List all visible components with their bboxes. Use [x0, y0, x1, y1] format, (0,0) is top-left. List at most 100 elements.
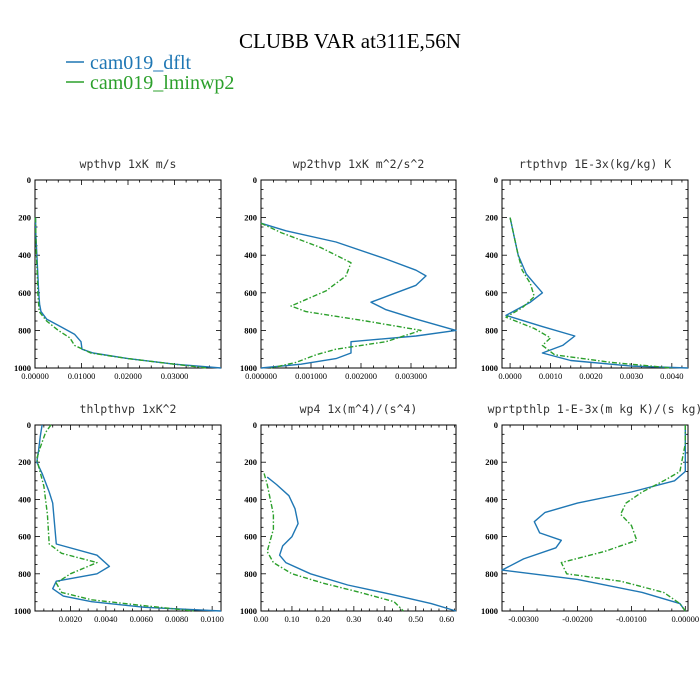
x-tick-label: 0.0020 — [59, 614, 82, 624]
y-tick-label: 400 — [485, 250, 498, 260]
plot-frame — [501, 179, 689, 369]
panel-6: wprtpthlp 1-E-3x(m kg K)/(s kg) 0 200 400 60… — [481, 402, 700, 624]
y-tick-label: 800 — [485, 569, 498, 579]
y-tick-label: 600 — [18, 288, 31, 298]
y-tick-label: 1000 — [240, 606, 257, 616]
panel-title: wprtpthlp 1-E-3x(m kg K)/(s kg) — [488, 402, 700, 416]
series-line-cam019_lminwp2 — [34, 217, 208, 369]
panel-title: thlpthvp 1xK^2 — [80, 402, 177, 416]
y-tick-label: 1000 — [481, 363, 498, 373]
y-tick-label: 0 — [494, 420, 498, 430]
x-tick-label: 0.03000 — [161, 371, 189, 381]
y-tick-label: 600 — [485, 532, 498, 542]
y-tick-label: 0 — [494, 175, 498, 185]
y-tick-label: 800 — [244, 325, 257, 335]
y-tick-label: 1000 — [14, 606, 31, 616]
plot-frame — [260, 179, 457, 369]
x-tick-label: 0.003000 — [395, 371, 427, 381]
x-tick-label: 0.0020 — [579, 371, 602, 381]
y-tick-label: 400 — [485, 494, 498, 504]
series-line-cam019_dflt — [34, 217, 222, 369]
series-line-cam019_lminwp2 — [36, 424, 195, 612]
y-tick-label: 1000 — [240, 363, 257, 373]
x-tick-label: 0.10 — [285, 614, 300, 624]
panel-title: wp4 1x(m^4)/(s^4) — [300, 402, 418, 416]
y-tick-label: 200 — [485, 457, 498, 467]
y-tick-label: 0 — [253, 420, 257, 430]
y-tick-label: 400 — [244, 250, 257, 260]
x-tick-label: 0.60 — [439, 614, 454, 624]
panel-2: wp2thvp 1xK m^2/s^2020040060080010000.00… — [240, 157, 457, 381]
legend-label-lminwp2: cam019_lminwp2 — [90, 72, 234, 94]
x-tick-label: 0.0080 — [165, 614, 188, 624]
y-tick-label: 1000 — [14, 363, 31, 373]
x-tick-label: 0.0100 — [200, 614, 223, 624]
x-tick-label: 0.02000 — [114, 371, 142, 381]
y-tick-label: 400 — [244, 494, 257, 504]
panel-4: thlpthvp 1xK^2 0 200 400 600 800 1000 0.0020 0.0… — [14, 402, 224, 624]
x-tick-label: 0.0010 — [539, 371, 562, 381]
series-line-cam019_dflt — [36, 424, 222, 612]
panel-3: rtpthvp 1E-3x(kg/kg) K020040060080010000… — [481, 157, 689, 381]
x-tick-label: 0.0040 — [94, 614, 117, 624]
y-tick-label: 0 — [253, 175, 257, 185]
series-line-cam019_dflt — [260, 222, 457, 369]
x-tick-label: 0.002000 — [345, 371, 377, 381]
x-tick-label: 0.0000 — [498, 371, 521, 381]
panel-title: wp2thvp 1xK m^2/s^2 — [293, 157, 425, 171]
x-tick-label: 0.00000 — [21, 371, 49, 381]
y-tick-label: 600 — [485, 288, 498, 298]
y-tick-label: 800 — [18, 325, 31, 335]
y-tick-label: 200 — [18, 213, 31, 223]
x-tick-label: 0.00 — [254, 614, 269, 624]
y-tick-label: 800 — [485, 325, 498, 335]
y-tick-label: 600 — [18, 532, 31, 542]
x-tick-label: 0.40 — [377, 614, 392, 624]
plot-frame — [34, 424, 222, 612]
x-tick-label: 0.50 — [408, 614, 423, 624]
plot-frame — [260, 424, 457, 612]
y-tick-label: 600 — [244, 288, 257, 298]
x-tick-label: -0.00100 — [616, 614, 646, 624]
y-tick-label: 200 — [18, 457, 31, 467]
series-line-cam019_dflt — [501, 425, 686, 612]
x-tick-label: 0.001000 — [295, 371, 327, 381]
series-line-cam019_lminwp2 — [560, 425, 686, 612]
x-tick-label: 0.30 — [346, 614, 361, 624]
y-tick-label: 200 — [244, 457, 257, 467]
legend: cam019_dflt cam019_lminwp2 — [66, 52, 234, 94]
panel-title: wpthvp 1xK m/s — [80, 157, 177, 171]
y-tick-label: 400 — [18, 250, 31, 260]
x-tick-label: 0.000000 — [245, 371, 277, 381]
series-line-cam019_lminwp2 — [505, 217, 672, 369]
y-tick-label: 800 — [244, 569, 257, 579]
panel-title: rtpthvp 1E-3x(kg/kg) K — [519, 157, 671, 171]
y-tick-label: 800 — [18, 569, 31, 579]
x-tick-label: 0.00000 — [671, 614, 699, 624]
series-line-cam019_lminwp2 — [263, 473, 404, 612]
legend-entry-dflt: cam019_dflt — [66, 52, 192, 74]
y-tick-label: 0 — [27, 420, 31, 430]
y-tick-label: 400 — [18, 494, 31, 504]
series-line-cam019_dflt — [266, 476, 457, 612]
y-tick-label: 0 — [27, 175, 31, 185]
x-tick-label: 0.0060 — [130, 614, 153, 624]
x-tick-label: 0.0030 — [620, 371, 643, 381]
series-line-cam019_dflt — [505, 217, 689, 369]
series-line-cam019_lminwp2 — [260, 222, 422, 369]
x-tick-label: -0.00200 — [562, 614, 592, 624]
legend-entry-lminwp2: cam019_lminwp2 — [66, 72, 234, 94]
figure-title: CLUBB VAR at311E,56N — [239, 29, 461, 53]
plot-frame — [34, 179, 222, 369]
y-tick-label: 1000 — [481, 606, 498, 616]
y-tick-label: 200 — [485, 213, 498, 223]
x-tick-label: 0.20 — [315, 614, 330, 624]
x-tick-label: -0.00300 — [508, 614, 538, 624]
x-tick-label: 0.0040 — [660, 371, 683, 381]
x-tick-label: 0.01000 — [68, 371, 96, 381]
legend-label-dflt: cam019_dflt — [90, 52, 192, 74]
